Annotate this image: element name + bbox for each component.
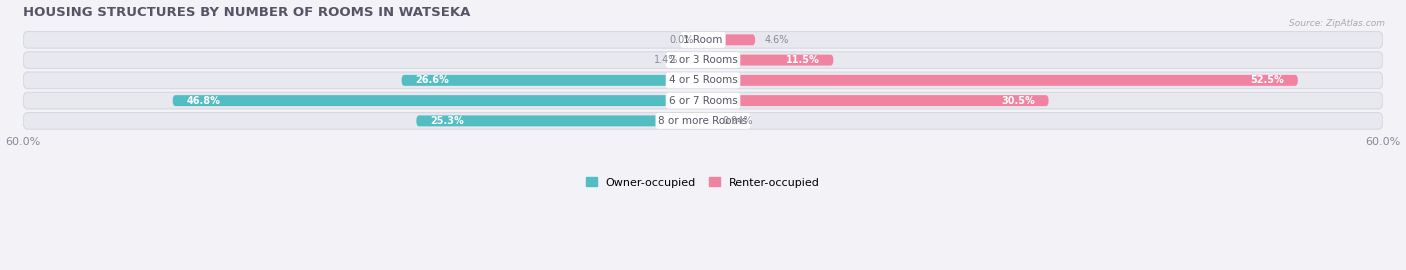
Legend: Owner-occupied, Renter-occupied: Owner-occupied, Renter-occupied <box>586 177 820 188</box>
FancyBboxPatch shape <box>22 113 1384 129</box>
FancyBboxPatch shape <box>22 52 1384 68</box>
FancyBboxPatch shape <box>703 75 1298 86</box>
Text: 1.4%: 1.4% <box>654 55 678 65</box>
Text: 6 or 7 Rooms: 6 or 7 Rooms <box>669 96 737 106</box>
FancyBboxPatch shape <box>703 34 755 45</box>
Text: 0.0%: 0.0% <box>669 35 695 45</box>
Text: 8 or more Rooms: 8 or more Rooms <box>658 116 748 126</box>
FancyBboxPatch shape <box>173 95 703 106</box>
Text: 4.6%: 4.6% <box>765 35 789 45</box>
FancyBboxPatch shape <box>22 72 1384 89</box>
Text: 46.8%: 46.8% <box>187 96 221 106</box>
Text: 25.3%: 25.3% <box>430 116 464 126</box>
Text: HOUSING STRUCTURES BY NUMBER OF ROOMS IN WATSEKA: HOUSING STRUCTURES BY NUMBER OF ROOMS IN… <box>22 6 471 19</box>
FancyBboxPatch shape <box>703 55 834 66</box>
Text: 26.6%: 26.6% <box>415 75 449 85</box>
Text: 0.94%: 0.94% <box>723 116 754 126</box>
Text: Source: ZipAtlas.com: Source: ZipAtlas.com <box>1289 19 1385 28</box>
FancyBboxPatch shape <box>703 115 714 126</box>
Text: 11.5%: 11.5% <box>786 55 820 65</box>
Text: 52.5%: 52.5% <box>1250 75 1284 85</box>
Text: 1 Room: 1 Room <box>683 35 723 45</box>
FancyBboxPatch shape <box>703 95 1049 106</box>
Text: 2 or 3 Rooms: 2 or 3 Rooms <box>669 55 737 65</box>
Text: 30.5%: 30.5% <box>1001 96 1035 106</box>
FancyBboxPatch shape <box>402 75 703 86</box>
Text: 4 or 5 Rooms: 4 or 5 Rooms <box>669 75 737 85</box>
FancyBboxPatch shape <box>22 32 1384 48</box>
FancyBboxPatch shape <box>416 115 703 126</box>
FancyBboxPatch shape <box>688 55 703 66</box>
FancyBboxPatch shape <box>22 92 1384 109</box>
